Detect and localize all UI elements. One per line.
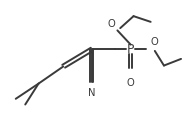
Text: O: O xyxy=(127,78,135,88)
Text: P: P xyxy=(127,43,134,56)
Text: O: O xyxy=(108,19,115,29)
Text: N: N xyxy=(88,88,96,98)
Text: O: O xyxy=(151,37,158,47)
